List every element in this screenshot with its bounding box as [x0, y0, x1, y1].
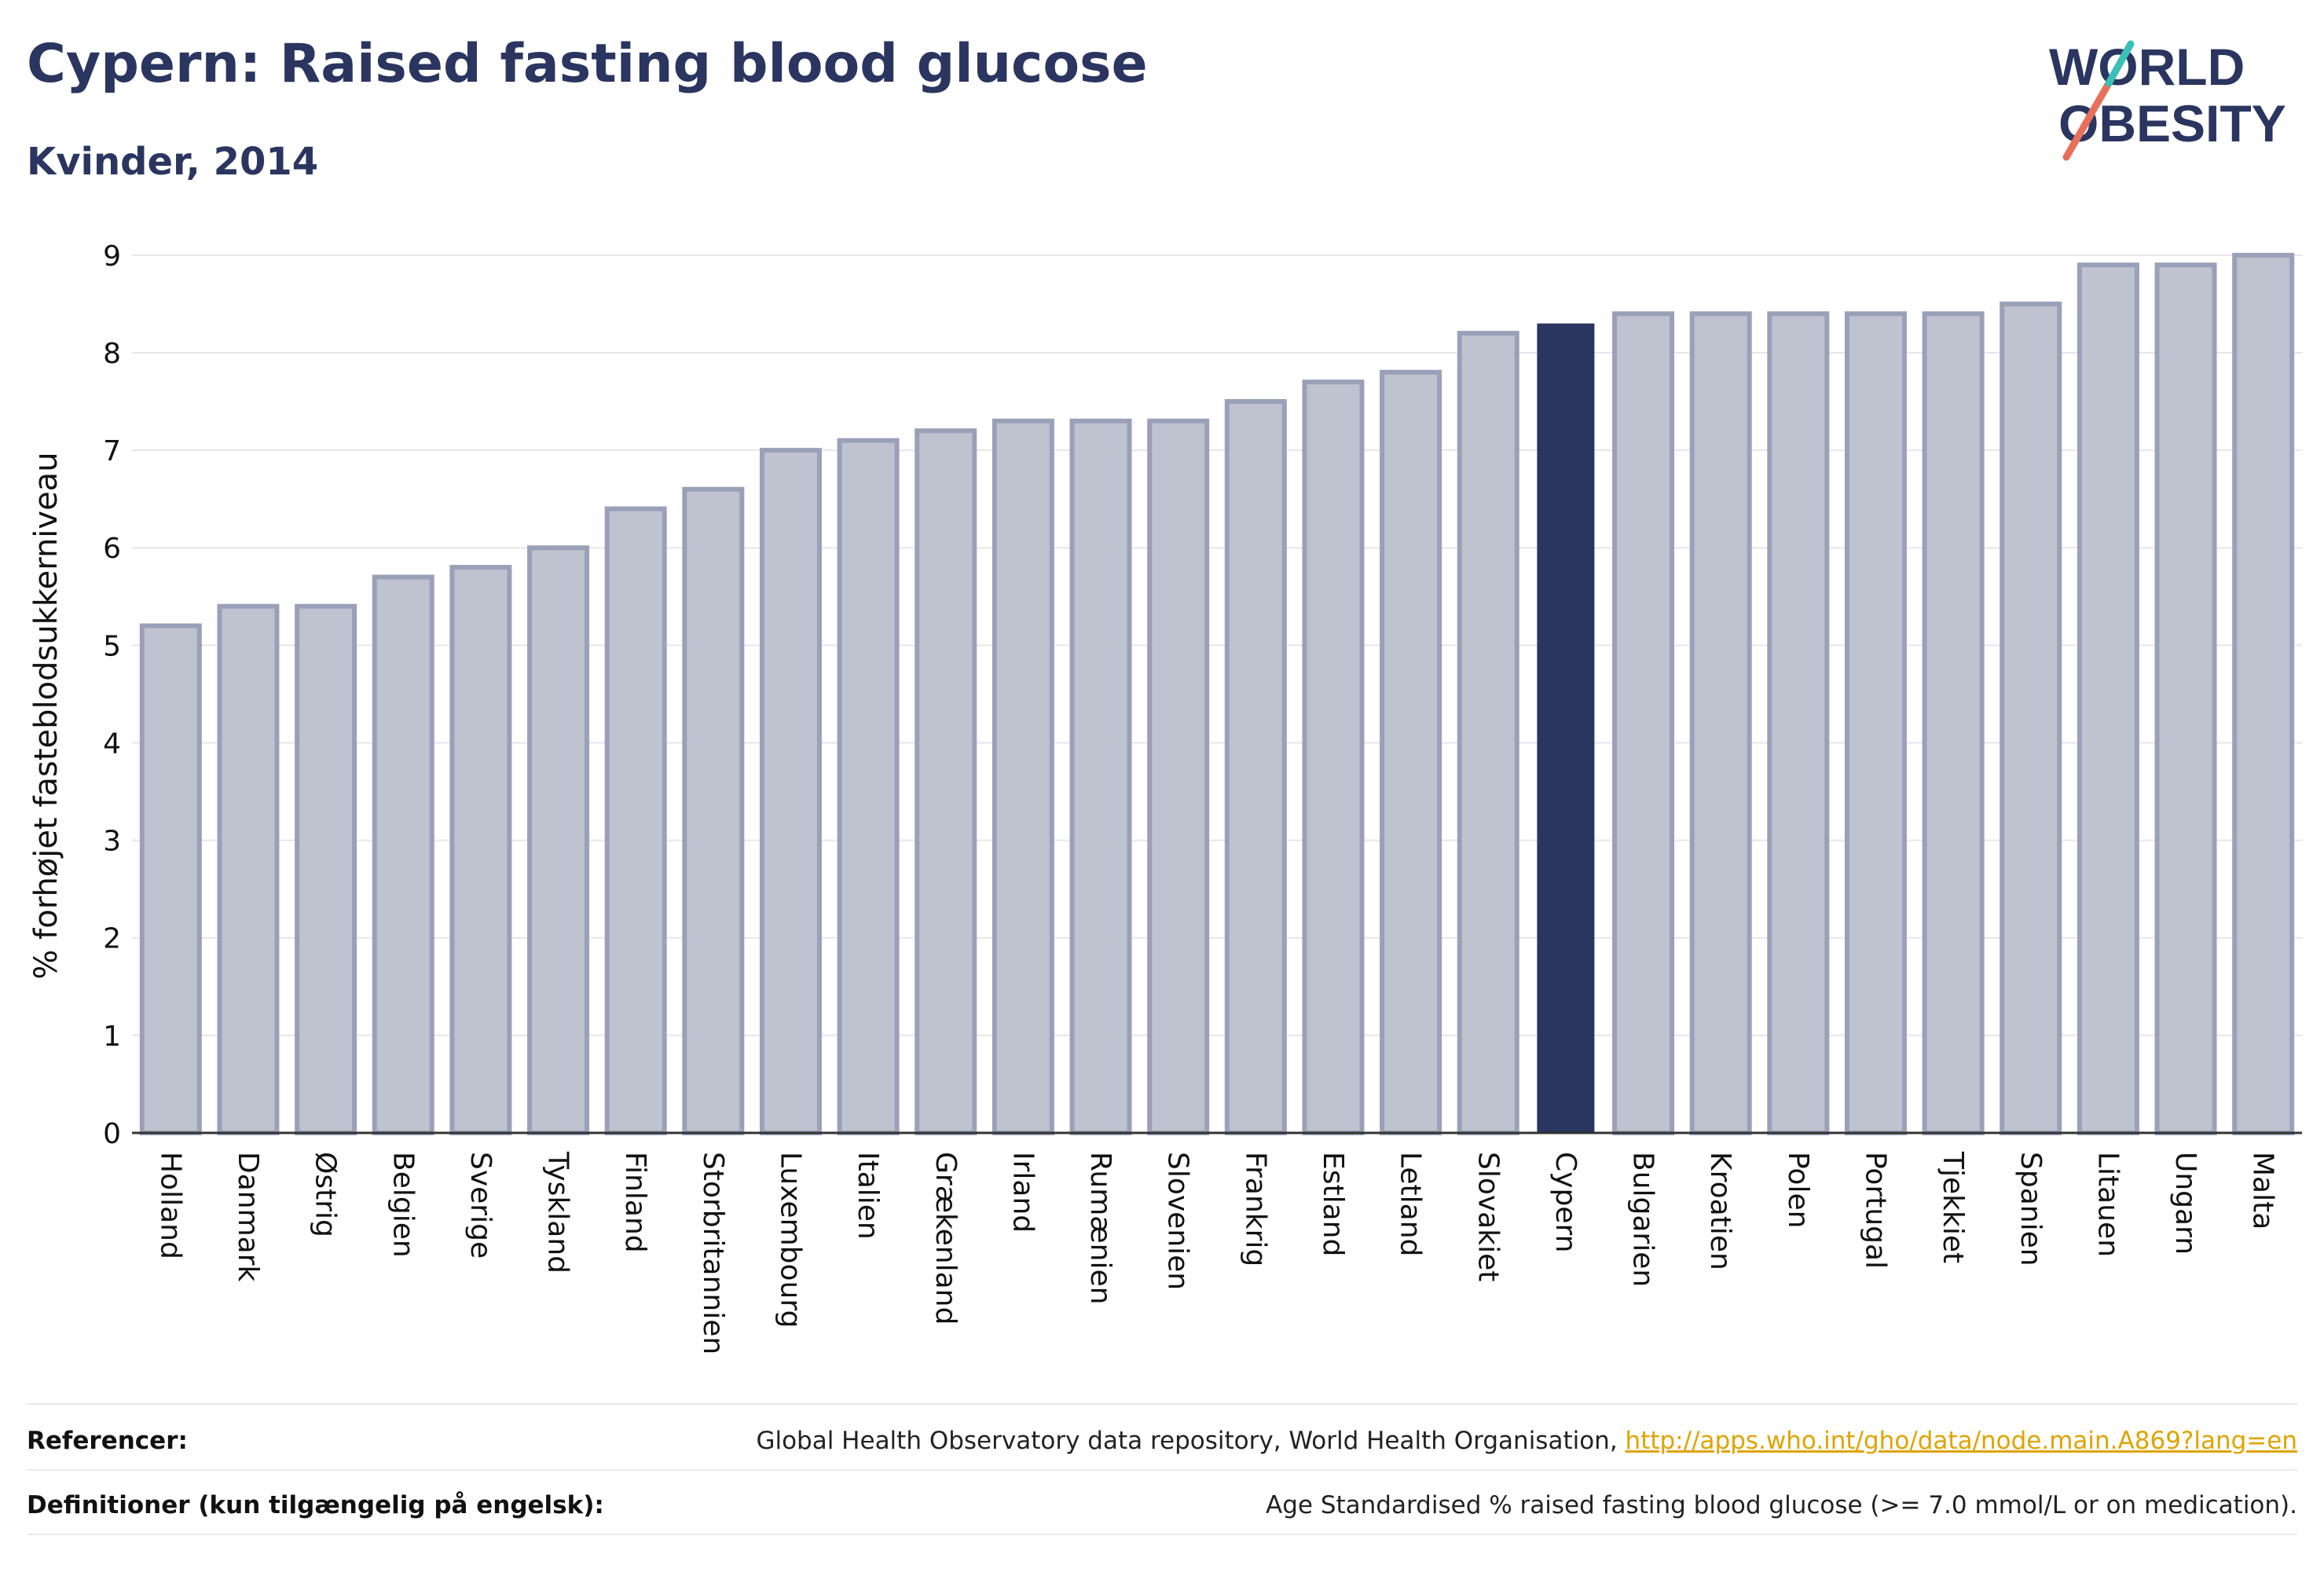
- bar-bulgarien: [1612, 311, 1675, 1136]
- bar-tjekkiet: [1922, 311, 1985, 1136]
- bar-frankrig: [1224, 399, 1287, 1135]
- x-tick-label: Grækenland: [929, 1152, 962, 1325]
- x-tick-label: Irland: [1006, 1152, 1039, 1233]
- bar-finland: [604, 506, 667, 1135]
- bar-irland: [992, 418, 1054, 1135]
- bar-polen: [1767, 311, 1830, 1136]
- bar-estland: [1302, 379, 1365, 1135]
- y-tick-label: 2: [103, 923, 121, 955]
- y-tick-label: 9: [103, 240, 121, 273]
- x-tick-label: Bulgarien: [1627, 1152, 1659, 1287]
- bar-chart: 0 1 2 3 4 5 6 7 8 9 Holland Danmark Østrig Belgien Sv…: [28, 240, 2302, 1354]
- x-tick-label: Malta: [2247, 1152, 2279, 1230]
- x-tick-label: Cypern: [1549, 1152, 1582, 1252]
- bar-rumænien: [1069, 418, 1132, 1135]
- world-obesity-logo: WORLD OBESITY: [2049, 38, 2286, 161]
- x-tick-label: Italien: [852, 1152, 884, 1240]
- x-tick-label: Belgien: [387, 1152, 419, 1258]
- x-tick-label: Slovenien: [1162, 1152, 1194, 1290]
- y-tick-label: 4: [103, 728, 121, 760]
- x-tick-label: Letland: [1395, 1152, 1427, 1256]
- bar-holland: [139, 623, 202, 1135]
- x-tick-label: Danmark: [232, 1152, 264, 1282]
- y-tick-labels: 0 1 2 3 4 5 6 7 8 9: [103, 240, 121, 1150]
- y-tick-label: 8: [103, 338, 121, 370]
- bar-malta: [2232, 252, 2295, 1136]
- references-label: Referencer:: [27, 1427, 188, 1455]
- bar-italien: [837, 438, 900, 1135]
- y-tick-label: 0: [103, 1118, 121, 1150]
- bar-slovakiet: [1457, 331, 1519, 1135]
- chart-title: Cypern: Raised fasting blood glucose: [27, 33, 1148, 95]
- bar-tyskland: [527, 545, 590, 1135]
- x-tick-label: Holland: [154, 1152, 186, 1259]
- x-tick-label: Ungarn: [2169, 1152, 2201, 1255]
- x-tick-label: Luxembourg: [774, 1152, 806, 1328]
- bar-spanien: [2000, 301, 2062, 1135]
- bar-belgien: [372, 574, 434, 1135]
- y-tick-label: 6: [103, 533, 121, 565]
- footer-divider-middle: [27, 1469, 2297, 1471]
- bar-grækenland: [915, 428, 977, 1135]
- x-tick-label: Sverige: [464, 1152, 497, 1259]
- definitions-label: Definitioner (kun tilgængelig på engelsk…: [27, 1491, 604, 1519]
- x-tick-label: Tjekkiet: [1937, 1151, 1969, 1263]
- y-tick-label: 3: [103, 826, 121, 858]
- bar-cypern: [1537, 323, 1595, 1133]
- bar-ungarn: [2154, 262, 2217, 1135]
- logo-line1: WORLD: [2049, 38, 2245, 96]
- footer-definitions-row: Definitioner (kun tilgængelig på engelsk…: [27, 1474, 2297, 1537]
- bar-slovenien: [1147, 418, 1210, 1135]
- bar-portugal: [1844, 311, 1907, 1136]
- references-value: Global Health Observatory data repositor…: [756, 1427, 2297, 1455]
- chart-subtitle: Kvinder, 2014: [27, 140, 319, 184]
- footer-divider-bottom: [27, 1534, 2297, 1535]
- y-tick-label: 1: [103, 1021, 121, 1053]
- x-tick-label: Spanien: [2014, 1152, 2047, 1266]
- x-tick-label: Polen: [1782, 1152, 1814, 1228]
- footer-divider-top: [27, 1403, 2297, 1405]
- x-tick-label: Storbritannien: [697, 1152, 729, 1354]
- footer-references-row: Referencer: Global Health Observatory da…: [27, 1409, 2297, 1472]
- x-tick-labels: Holland Danmark Østrig Belgien Sverige Tyskla…: [154, 1151, 2278, 1354]
- bars: [139, 252, 2295, 1136]
- bar-litauen: [2077, 262, 2139, 1135]
- x-tick-label: Finland: [619, 1152, 651, 1253]
- y-tick-label: 7: [103, 435, 121, 467]
- x-tick-label: Østrig: [310, 1152, 342, 1237]
- y-tick-label: 5: [103, 630, 121, 662]
- x-tick-label: Portugal: [1859, 1152, 1891, 1269]
- bar-letland: [1380, 369, 1442, 1136]
- bar-storbritannien: [682, 486, 745, 1135]
- x-tick-label: Slovakiet: [1472, 1152, 1504, 1281]
- x-tick-label: Frankrig: [1239, 1152, 1271, 1266]
- definitions-value: Age Standardised % raised fasting blood …: [1266, 1491, 2297, 1519]
- bar-kroatien: [1689, 311, 1752, 1136]
- x-tick-label: Litauen: [2091, 1152, 2124, 1257]
- x-tick-label: Tyskland: [542, 1151, 574, 1274]
- references-text: Global Health Observatory data repositor…: [756, 1427, 1626, 1455]
- references-link[interactable]: http://apps.who.int/gho/data/node.main.A…: [1625, 1427, 2297, 1455]
- bar-østrig: [295, 603, 357, 1135]
- bar-danmark: [217, 603, 280, 1135]
- x-tick-label: Kroatien: [1704, 1152, 1736, 1270]
- bar-sverige: [449, 565, 512, 1135]
- bar-luxembourg: [759, 448, 822, 1135]
- x-tick-label: Rumænien: [1084, 1152, 1116, 1304]
- x-tick-label: Estland: [1317, 1152, 1349, 1256]
- y-axis-label: % forhøjet fasteblodsukkerniveau: [28, 452, 64, 979]
